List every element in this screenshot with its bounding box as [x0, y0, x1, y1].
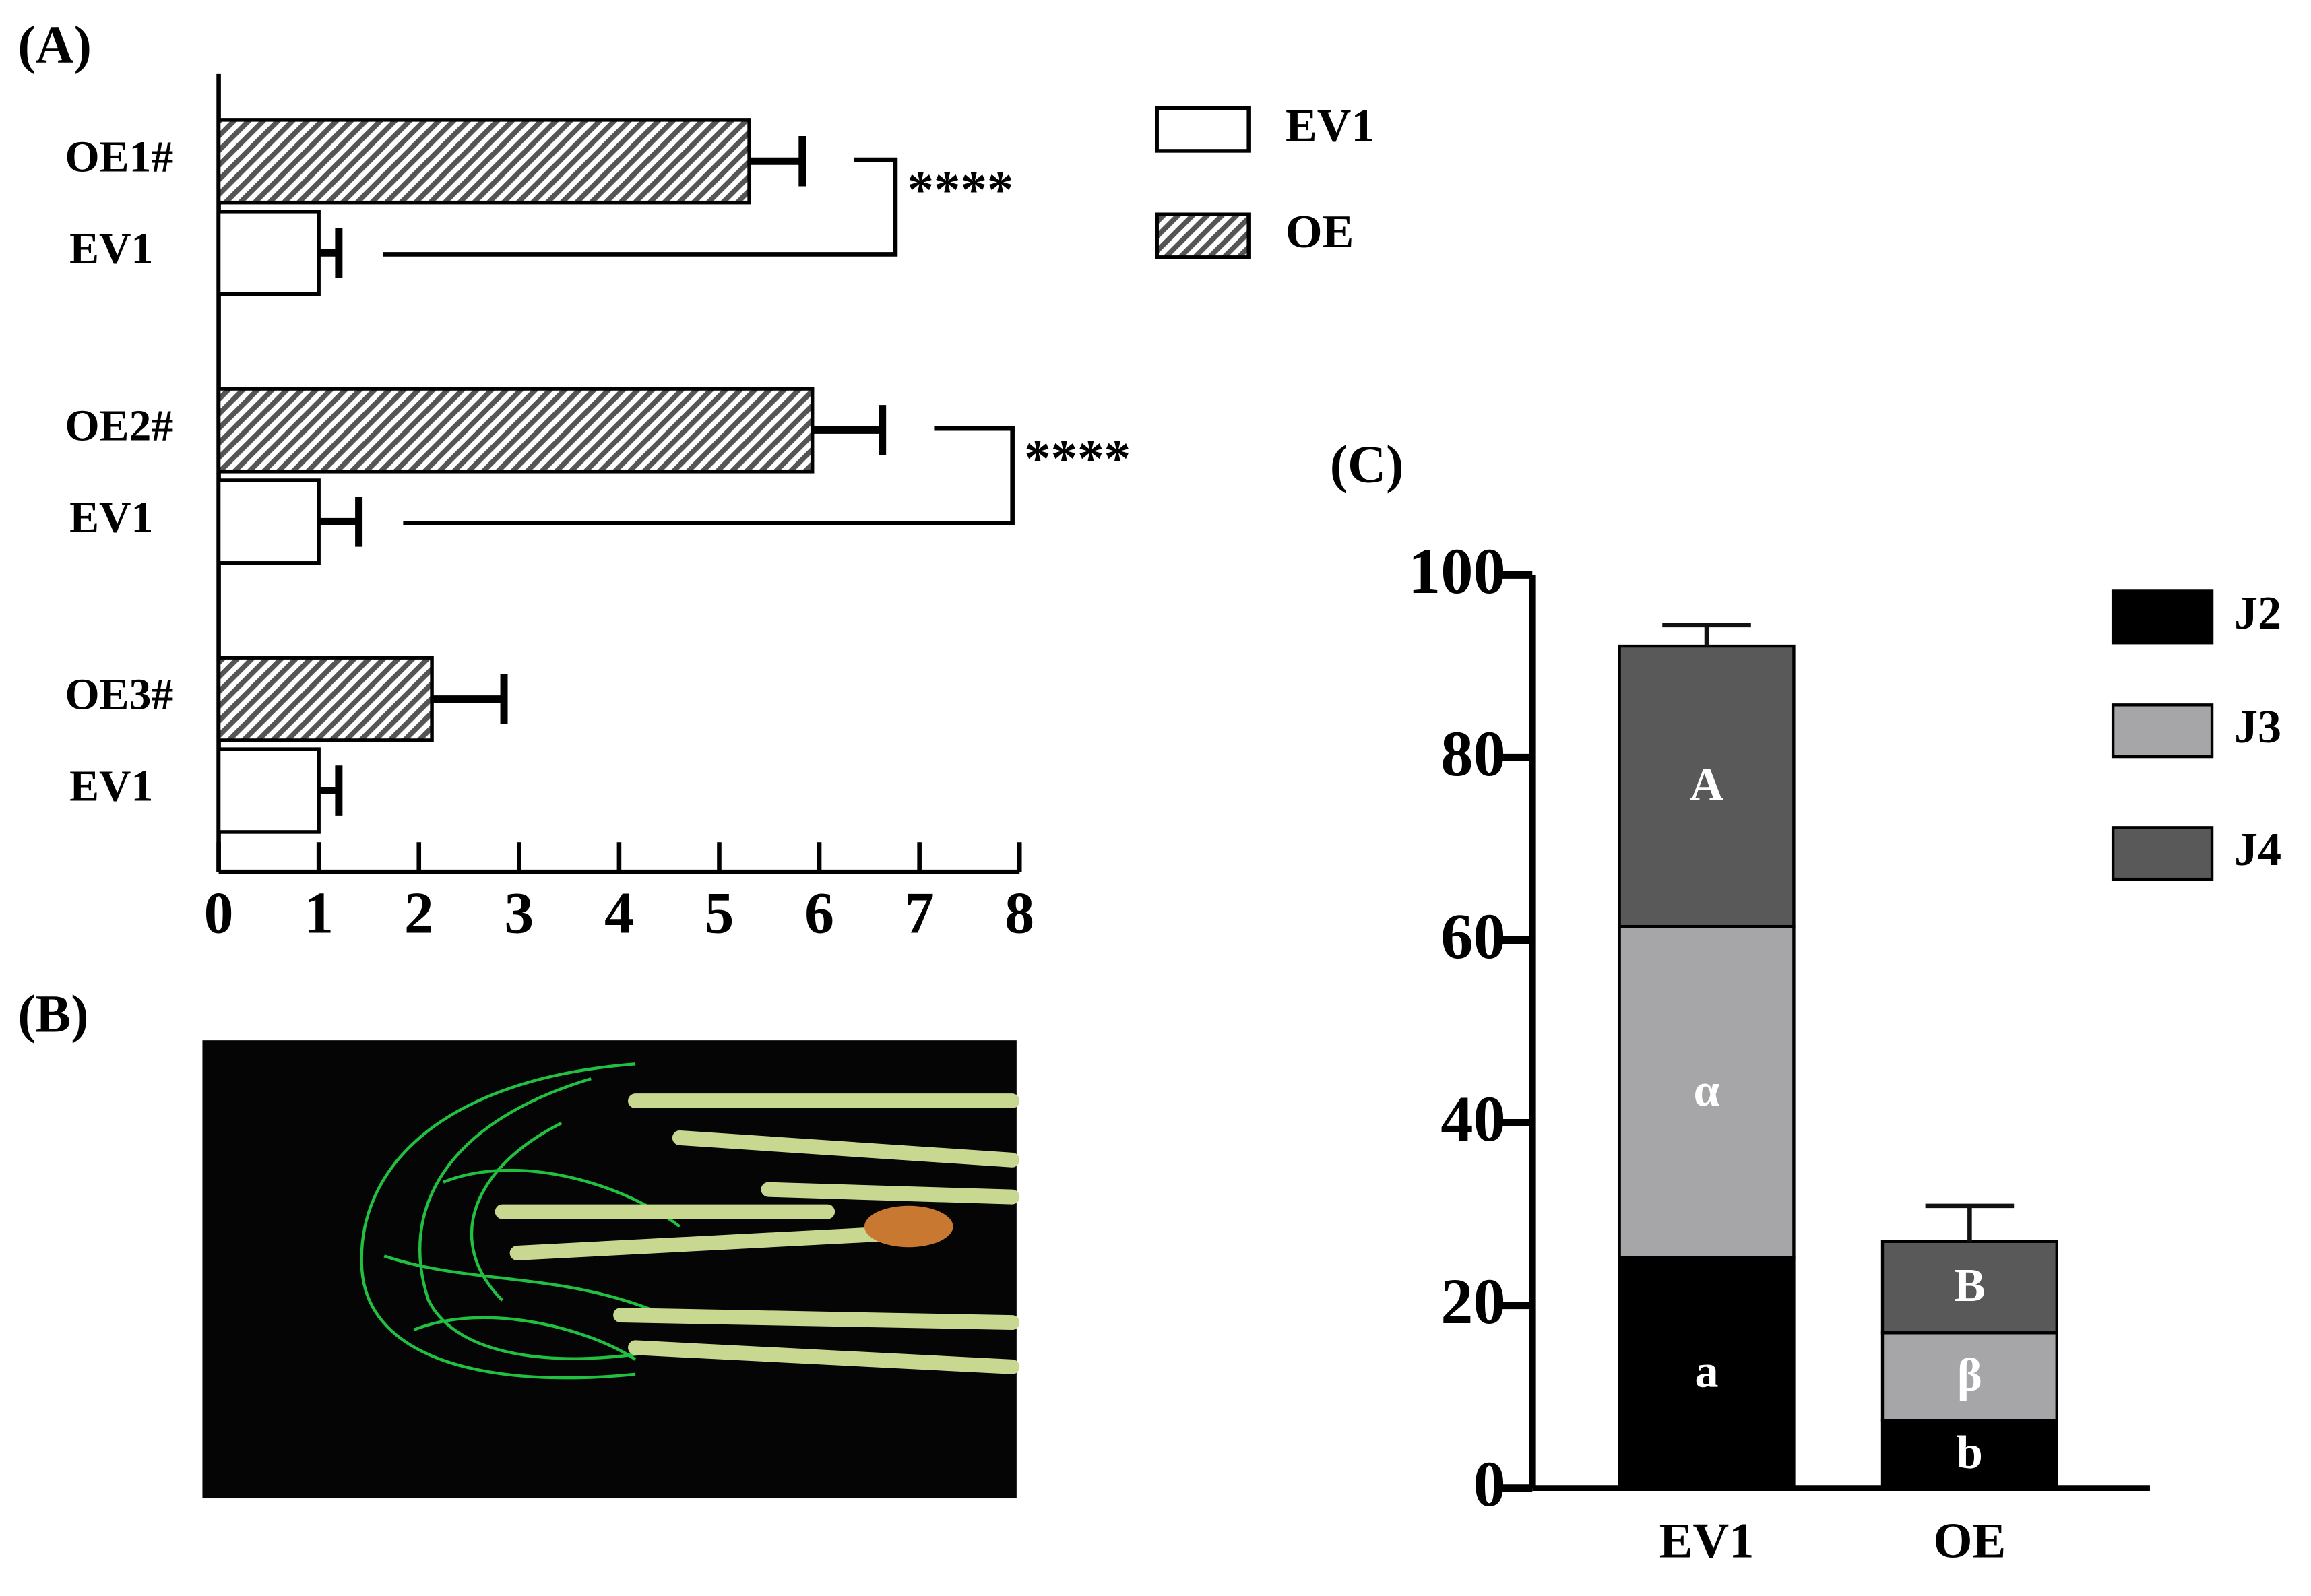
panel-b-label: (B) [18, 986, 88, 1044]
legend-swatch [1155, 212, 1251, 259]
legend-swatch [2111, 589, 2214, 645]
x-tick-label: 7 [905, 880, 935, 945]
y-tick-label: 0 [1474, 1448, 1506, 1520]
y-tick-label: 100 [1408, 535, 1506, 607]
significance-bracket [403, 426, 1015, 525]
significance-letter: A [1690, 759, 1724, 811]
y-tick-label: 60 [1441, 900, 1505, 972]
error-bar [749, 135, 806, 187]
significance-letter: a [1695, 1345, 1718, 1397]
legend-label: J4 [2234, 823, 2281, 876]
x-tick-label: 1 [304, 880, 334, 945]
bar-segment [1618, 1256, 1796, 1490]
legend-swatch [1155, 106, 1251, 153]
y-tick-label: 40 [1441, 1083, 1505, 1155]
category-label: EV1 [69, 224, 153, 273]
x-tick-label: 8 [1005, 880, 1034, 945]
significance-label: **** [1024, 430, 1131, 488]
y-tick-label: 80 [1441, 717, 1505, 790]
category-label: OE1# [65, 132, 173, 181]
bar [216, 118, 751, 205]
x-tick-label: EV1 [1659, 1513, 1754, 1568]
error-bar [1925, 1203, 2015, 1242]
significance-label: **** [908, 161, 1014, 220]
bar [216, 656, 434, 742]
panel-a-label: (A) [18, 16, 92, 75]
bar [216, 478, 321, 565]
significance-letter: b [1957, 1426, 1983, 1479]
legend-swatch [2111, 703, 2214, 759]
category-label: EV1 [69, 492, 153, 542]
x-tick-label: 4 [604, 880, 634, 945]
significance-bracket [383, 157, 898, 257]
bar-segment [1618, 924, 1796, 1260]
x-tick-label: 2 [404, 880, 434, 945]
bar-segment [1618, 644, 1796, 928]
bar-segment [1880, 1331, 2058, 1422]
x-tick-label: 5 [705, 880, 734, 945]
y-tick-label: 20 [1441, 1265, 1505, 1337]
bar [216, 210, 321, 296]
legend-label: J3 [2234, 701, 2281, 753]
panel-c-label: (C) [1330, 436, 1404, 494]
legend-label: J2 [2234, 587, 2281, 639]
error-bar [812, 405, 887, 455]
x-tick-label: 0 [204, 880, 234, 945]
x-tick-label: 3 [504, 880, 534, 945]
error-bar [319, 227, 343, 278]
bar [216, 387, 815, 474]
bar-segment [1880, 1240, 2058, 1335]
error-bar [1662, 623, 1751, 647]
category-label: OE2# [65, 402, 173, 451]
significance-letter: B [1954, 1259, 1986, 1312]
error-bar [319, 765, 343, 816]
x-tick-label: OE [1934, 1513, 2006, 1568]
photo [202, 1040, 1020, 1499]
category-label: OE3# [65, 670, 173, 720]
error-bar [432, 674, 508, 724]
significance-letter: β [1957, 1349, 1982, 1401]
x-tick-label: 6 [804, 880, 834, 945]
category-label: EV1 [69, 762, 153, 811]
significance-letter: α [1693, 1064, 1719, 1117]
legend-label: OE [1286, 205, 1354, 258]
error-bar [319, 497, 363, 547]
legend-label: EV1 [1286, 99, 1375, 152]
legend-swatch [2111, 826, 2214, 881]
bar [216, 747, 321, 834]
